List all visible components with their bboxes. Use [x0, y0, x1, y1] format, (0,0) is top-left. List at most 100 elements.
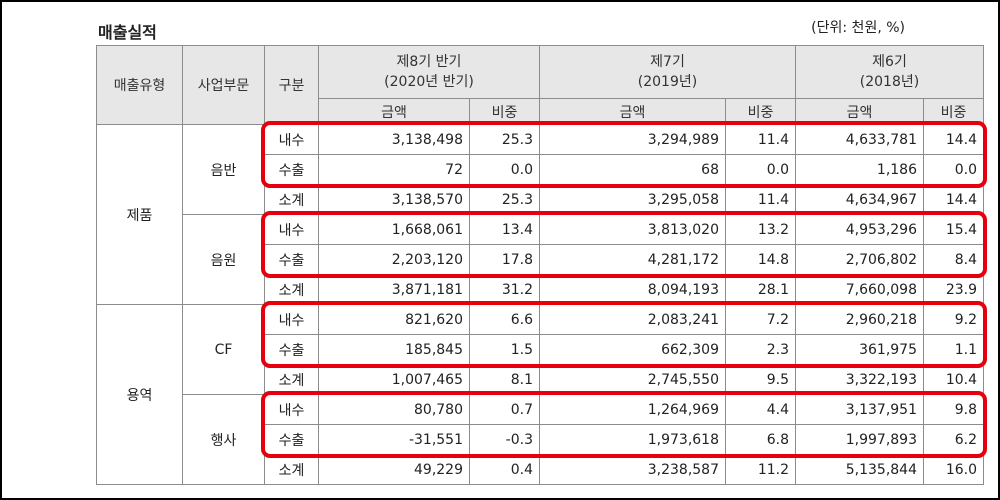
- amount-cell: 3,294,989: [539, 124, 726, 155]
- ratio-cell: -0.3: [469, 424, 540, 455]
- table-row: 제품 음반 내수 3,138,498 25.3 3,294,989 11.4 4,633,78…: [96, 124, 984, 305]
- header-amount: 금액: [539, 98, 726, 125]
- unit-note: (단위: 천원, %): [811, 20, 905, 36]
- ratio-cell: 1.5: [469, 334, 540, 365]
- amount-cell: 3,137,951: [795, 394, 924, 425]
- amount-cell: 7,660,098: [795, 274, 924, 305]
- header-ratio: 비중: [469, 98, 540, 125]
- table-row: 수출 -31,551 -0.3 1,973,618 6.8 1,997,893 6.2: [97, 424, 984, 455]
- ratio-cell: 14.8: [725, 244, 796, 275]
- division-cell: 음반: [182, 124, 265, 215]
- division-cell: CF: [182, 304, 265, 395]
- table-row: 소계 1,007,465 8.1 2,745,550 9.5 3,322,193 10.4: [97, 364, 984, 395]
- ratio-cell: 7.2: [725, 304, 796, 335]
- period-year: (2018년): [859, 74, 920, 90]
- category-cell: 소계: [264, 454, 319, 485]
- table-row: 수출 72 0.0 68 0.0 1,186 0.0: [97, 154, 984, 185]
- ratio-cell: 13.4: [469, 214, 540, 245]
- page-title: 매출실적: [98, 23, 157, 42]
- category-cell: 수출: [264, 244, 319, 275]
- amount-cell: 2,960,218: [795, 304, 924, 335]
- period-title: 제8기 반기: [396, 54, 462, 70]
- category-cell: 수출: [264, 154, 319, 185]
- ratio-cell: 0.0: [469, 154, 540, 185]
- amount-cell: 1,186: [795, 154, 924, 185]
- header-type: 매출유형: [96, 45, 183, 125]
- ratio-cell: 0.4: [469, 454, 540, 485]
- amount-cell: 68: [539, 154, 726, 185]
- amount-cell: 185,845: [318, 334, 470, 365]
- ratio-cell: 10.4: [923, 364, 984, 395]
- table-row: 소계 3,138,570 25.3 3,295,058 11.4 4,634,967 14.…: [97, 184, 984, 215]
- header-amount: 금액: [795, 98, 924, 125]
- amount-cell: 3,813,020: [539, 214, 726, 245]
- amount-cell: 1,997,893: [795, 424, 924, 455]
- amount-cell: 3,138,498: [318, 124, 470, 155]
- category-cell: 내수: [264, 394, 319, 425]
- ratio-cell: 14.4: [923, 184, 984, 215]
- table-row: 수출 2,203,120 17.8 4,281,172 14.8 2,706,802 8.4: [97, 244, 984, 275]
- amount-cell: 361,975: [795, 334, 924, 365]
- ratio-cell: 4.4: [725, 394, 796, 425]
- amount-cell: 72: [318, 154, 470, 185]
- table-row: 소계 3,871,181 31.2 8,094,193 28.1 7,660,098 23.…: [97, 274, 984, 305]
- ratio-cell: 14.4: [923, 124, 984, 155]
- amount-cell: 2,203,120: [318, 244, 470, 275]
- header-category: 구분: [264, 45, 319, 125]
- ratio-cell: 8.4: [923, 244, 984, 275]
- amount-cell: -31,551: [318, 424, 470, 455]
- amount-cell: 1,668,061: [318, 214, 470, 245]
- ratio-cell: 23.9: [923, 274, 984, 305]
- table-row: 수출 185,845 1.5 662,309 2.3 361,975 1.1: [97, 334, 984, 365]
- ratio-cell: 16.0: [923, 454, 984, 485]
- table-row: 음원 내수 1,668,061 13.4 3,813,020 13.2 4,953,296 1…: [97, 214, 984, 305]
- header-amount: 금액: [318, 98, 470, 125]
- amount-cell: 5,135,844: [795, 454, 924, 485]
- category-cell: 내수: [264, 214, 319, 245]
- category-cell: 수출: [264, 424, 319, 455]
- amount-cell: 8,094,193: [539, 274, 726, 305]
- period-title: 제6기: [872, 54, 907, 70]
- header-ratio: 비중: [725, 98, 796, 125]
- category-cell: 소계: [264, 274, 319, 305]
- amount-cell: 821,620: [318, 304, 470, 335]
- amount-cell: 2,706,802: [795, 244, 924, 275]
- ratio-cell: 11.2: [725, 454, 796, 485]
- period-year: (2019년): [637, 74, 698, 90]
- header-period-1: 제8기 반기 (2020년 반기): [318, 45, 540, 99]
- ratio-cell: 17.8: [469, 244, 540, 275]
- amount-cell: 3,238,587: [539, 454, 726, 485]
- ratio-cell: 8.1: [469, 364, 540, 395]
- period-title: 제7기: [650, 54, 685, 70]
- ratio-cell: 25.3: [469, 124, 540, 155]
- sales-type-cell: 제품: [96, 124, 183, 305]
- ratio-cell: 0.0: [923, 154, 984, 185]
- sales-type-cell: 용역: [96, 304, 183, 485]
- table-row: 소계 49,229 0.4 3,238,587 11.2 5,135,844 16.0: [97, 454, 984, 485]
- ratio-cell: 13.2: [725, 214, 796, 245]
- ratio-cell: 0.7: [469, 394, 540, 425]
- ratio-cell: 31.2: [469, 274, 540, 305]
- sales-table-body: 제품 음반 내수 3,138,498 25.3 3,294,989 11.4 4,633,78…: [96, 124, 984, 485]
- ratio-cell: 6.2: [923, 424, 984, 455]
- ratio-cell: 2.3: [725, 334, 796, 365]
- category-cell: 내수: [264, 124, 319, 155]
- amount-cell: 4,281,172: [539, 244, 726, 275]
- amount-cell: 3,322,193: [795, 364, 924, 395]
- amount-cell: 1,264,969: [539, 394, 726, 425]
- ratio-cell: 11.4: [725, 184, 796, 215]
- amount-cell: 4,633,781: [795, 124, 924, 155]
- ratio-cell: 1.1: [923, 334, 984, 365]
- ratio-cell: 28.1: [725, 274, 796, 305]
- ratio-cell: 9.5: [725, 364, 796, 395]
- header-division: 사업부문: [182, 45, 265, 125]
- ratio-cell: 9.8: [923, 394, 984, 425]
- ratio-cell: 6.8: [725, 424, 796, 455]
- amount-cell: 49,229: [318, 454, 470, 485]
- ratio-cell: 15.4: [923, 214, 984, 245]
- header-period-3: 제6기 (2018년): [795, 45, 984, 99]
- amount-cell: 1,973,618: [539, 424, 726, 455]
- category-cell: 수출: [264, 334, 319, 365]
- category-cell: 소계: [264, 364, 319, 395]
- ratio-cell: 9.2: [923, 304, 984, 335]
